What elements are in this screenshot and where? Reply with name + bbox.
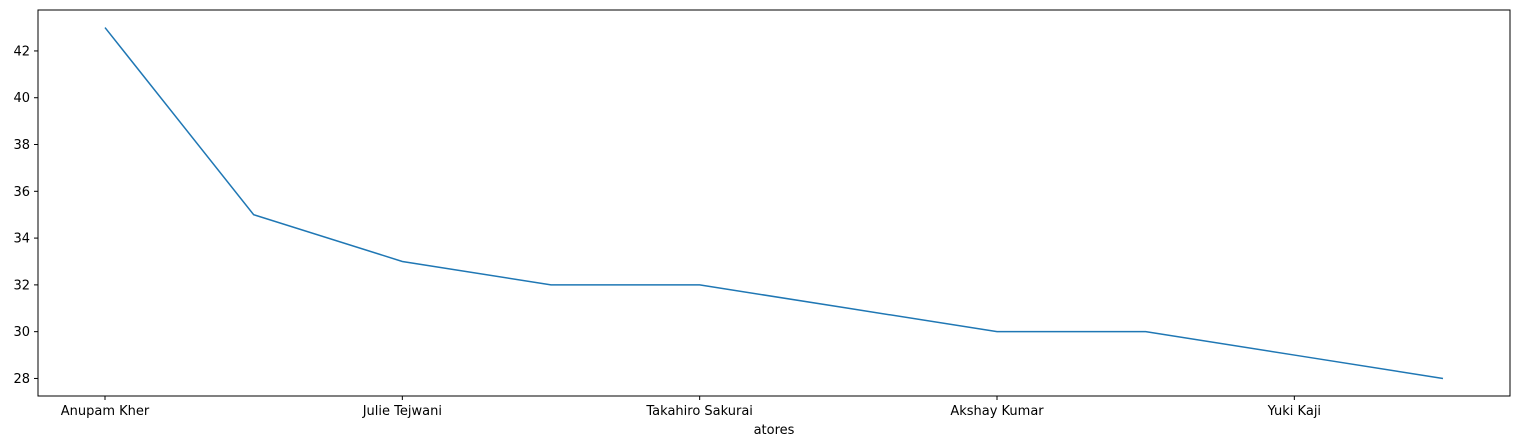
x-tick-label: Anupam Kher xyxy=(61,404,150,419)
y-tick-label: 32 xyxy=(13,278,30,293)
y-tick-label: 38 xyxy=(13,138,30,153)
y-tick-label: 36 xyxy=(13,185,30,200)
y-tick-label: 28 xyxy=(13,372,30,387)
y-tick-label: 42 xyxy=(13,44,30,59)
y-tick-label: 34 xyxy=(13,232,30,247)
y-axis-ticks: 28 30 32 34 36 38 40 42 xyxy=(13,44,38,387)
x-axis-ticks: Anupam Kher Julie Tejwani Takahiro Sakurai… xyxy=(61,396,1321,419)
y-tick-label: 40 xyxy=(13,91,30,106)
x-axis-title: atores xyxy=(754,423,795,438)
plot-area xyxy=(38,10,1510,396)
x-tick-label: Akshay Kumar xyxy=(950,404,1044,419)
x-tick-label: Yuki Kaji xyxy=(1267,404,1321,419)
plot-frame xyxy=(37,9,1511,397)
y-tick-label: 30 xyxy=(13,325,30,340)
x-tick-label: Julie Tejwani xyxy=(362,404,442,419)
x-tick-label: Takahiro Sakurai xyxy=(645,404,753,419)
series-line xyxy=(104,27,1444,380)
